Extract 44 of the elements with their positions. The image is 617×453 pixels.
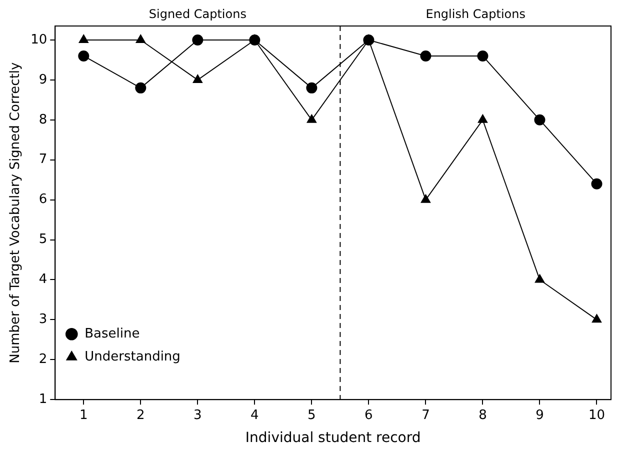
legend-label: Understanding bbox=[84, 349, 180, 364]
x-tick-label: 9 bbox=[536, 408, 544, 423]
text: English Captions bbox=[426, 7, 526, 22]
point bbox=[192, 74, 202, 83]
y-tick-label: 10 bbox=[30, 32, 48, 48]
x-tick-label: 3 bbox=[194, 408, 202, 423]
x-axis-title: Individual student record bbox=[245, 430, 421, 446]
point bbox=[420, 50, 432, 62]
x-tick-label: 2 bbox=[136, 408, 145, 423]
x-tick-label: 7 bbox=[422, 408, 430, 423]
point bbox=[420, 194, 431, 203]
y-tick-label: 8 bbox=[38, 112, 48, 128]
x-tick-label: 10 bbox=[588, 408, 606, 423]
point bbox=[534, 274, 545, 283]
x-tick-label: 5 bbox=[308, 408, 316, 423]
point bbox=[477, 50, 488, 62]
point bbox=[591, 178, 602, 190]
point bbox=[306, 82, 318, 94]
y-axis-title: Number of Target Vocabulary Signed Correctly bbox=[8, 62, 24, 364]
x-tick-label: 8 bbox=[478, 408, 487, 423]
x-tick-label: 4 bbox=[250, 408, 259, 423]
point bbox=[363, 34, 374, 46]
point bbox=[306, 114, 317, 123]
legend-label: Baseline bbox=[84, 326, 140, 342]
y-tick-label: 6 bbox=[38, 192, 48, 208]
point bbox=[534, 114, 546, 126]
point bbox=[135, 82, 146, 94]
y-tick-label: 1 bbox=[38, 392, 48, 407]
x-tick-label: 6 bbox=[364, 408, 373, 423]
y-tick-label: 3 bbox=[38, 312, 48, 328]
y-tick-label: 2 bbox=[38, 352, 48, 368]
point bbox=[478, 114, 488, 123]
point bbox=[192, 34, 204, 46]
y-tick-label: 9 bbox=[38, 72, 48, 88]
point bbox=[78, 50, 90, 62]
y-tick-label: 5 bbox=[38, 232, 48, 248]
x-tick-label: 1 bbox=[80, 408, 88, 423]
text: Signed Captions bbox=[148, 7, 246, 22]
y-tick-label: 4 bbox=[38, 272, 48, 288]
point bbox=[249, 34, 260, 46]
point bbox=[592, 314, 602, 323]
point bbox=[78, 34, 88, 43]
point bbox=[136, 34, 146, 43]
y-tick-label: 7 bbox=[38, 152, 48, 168]
